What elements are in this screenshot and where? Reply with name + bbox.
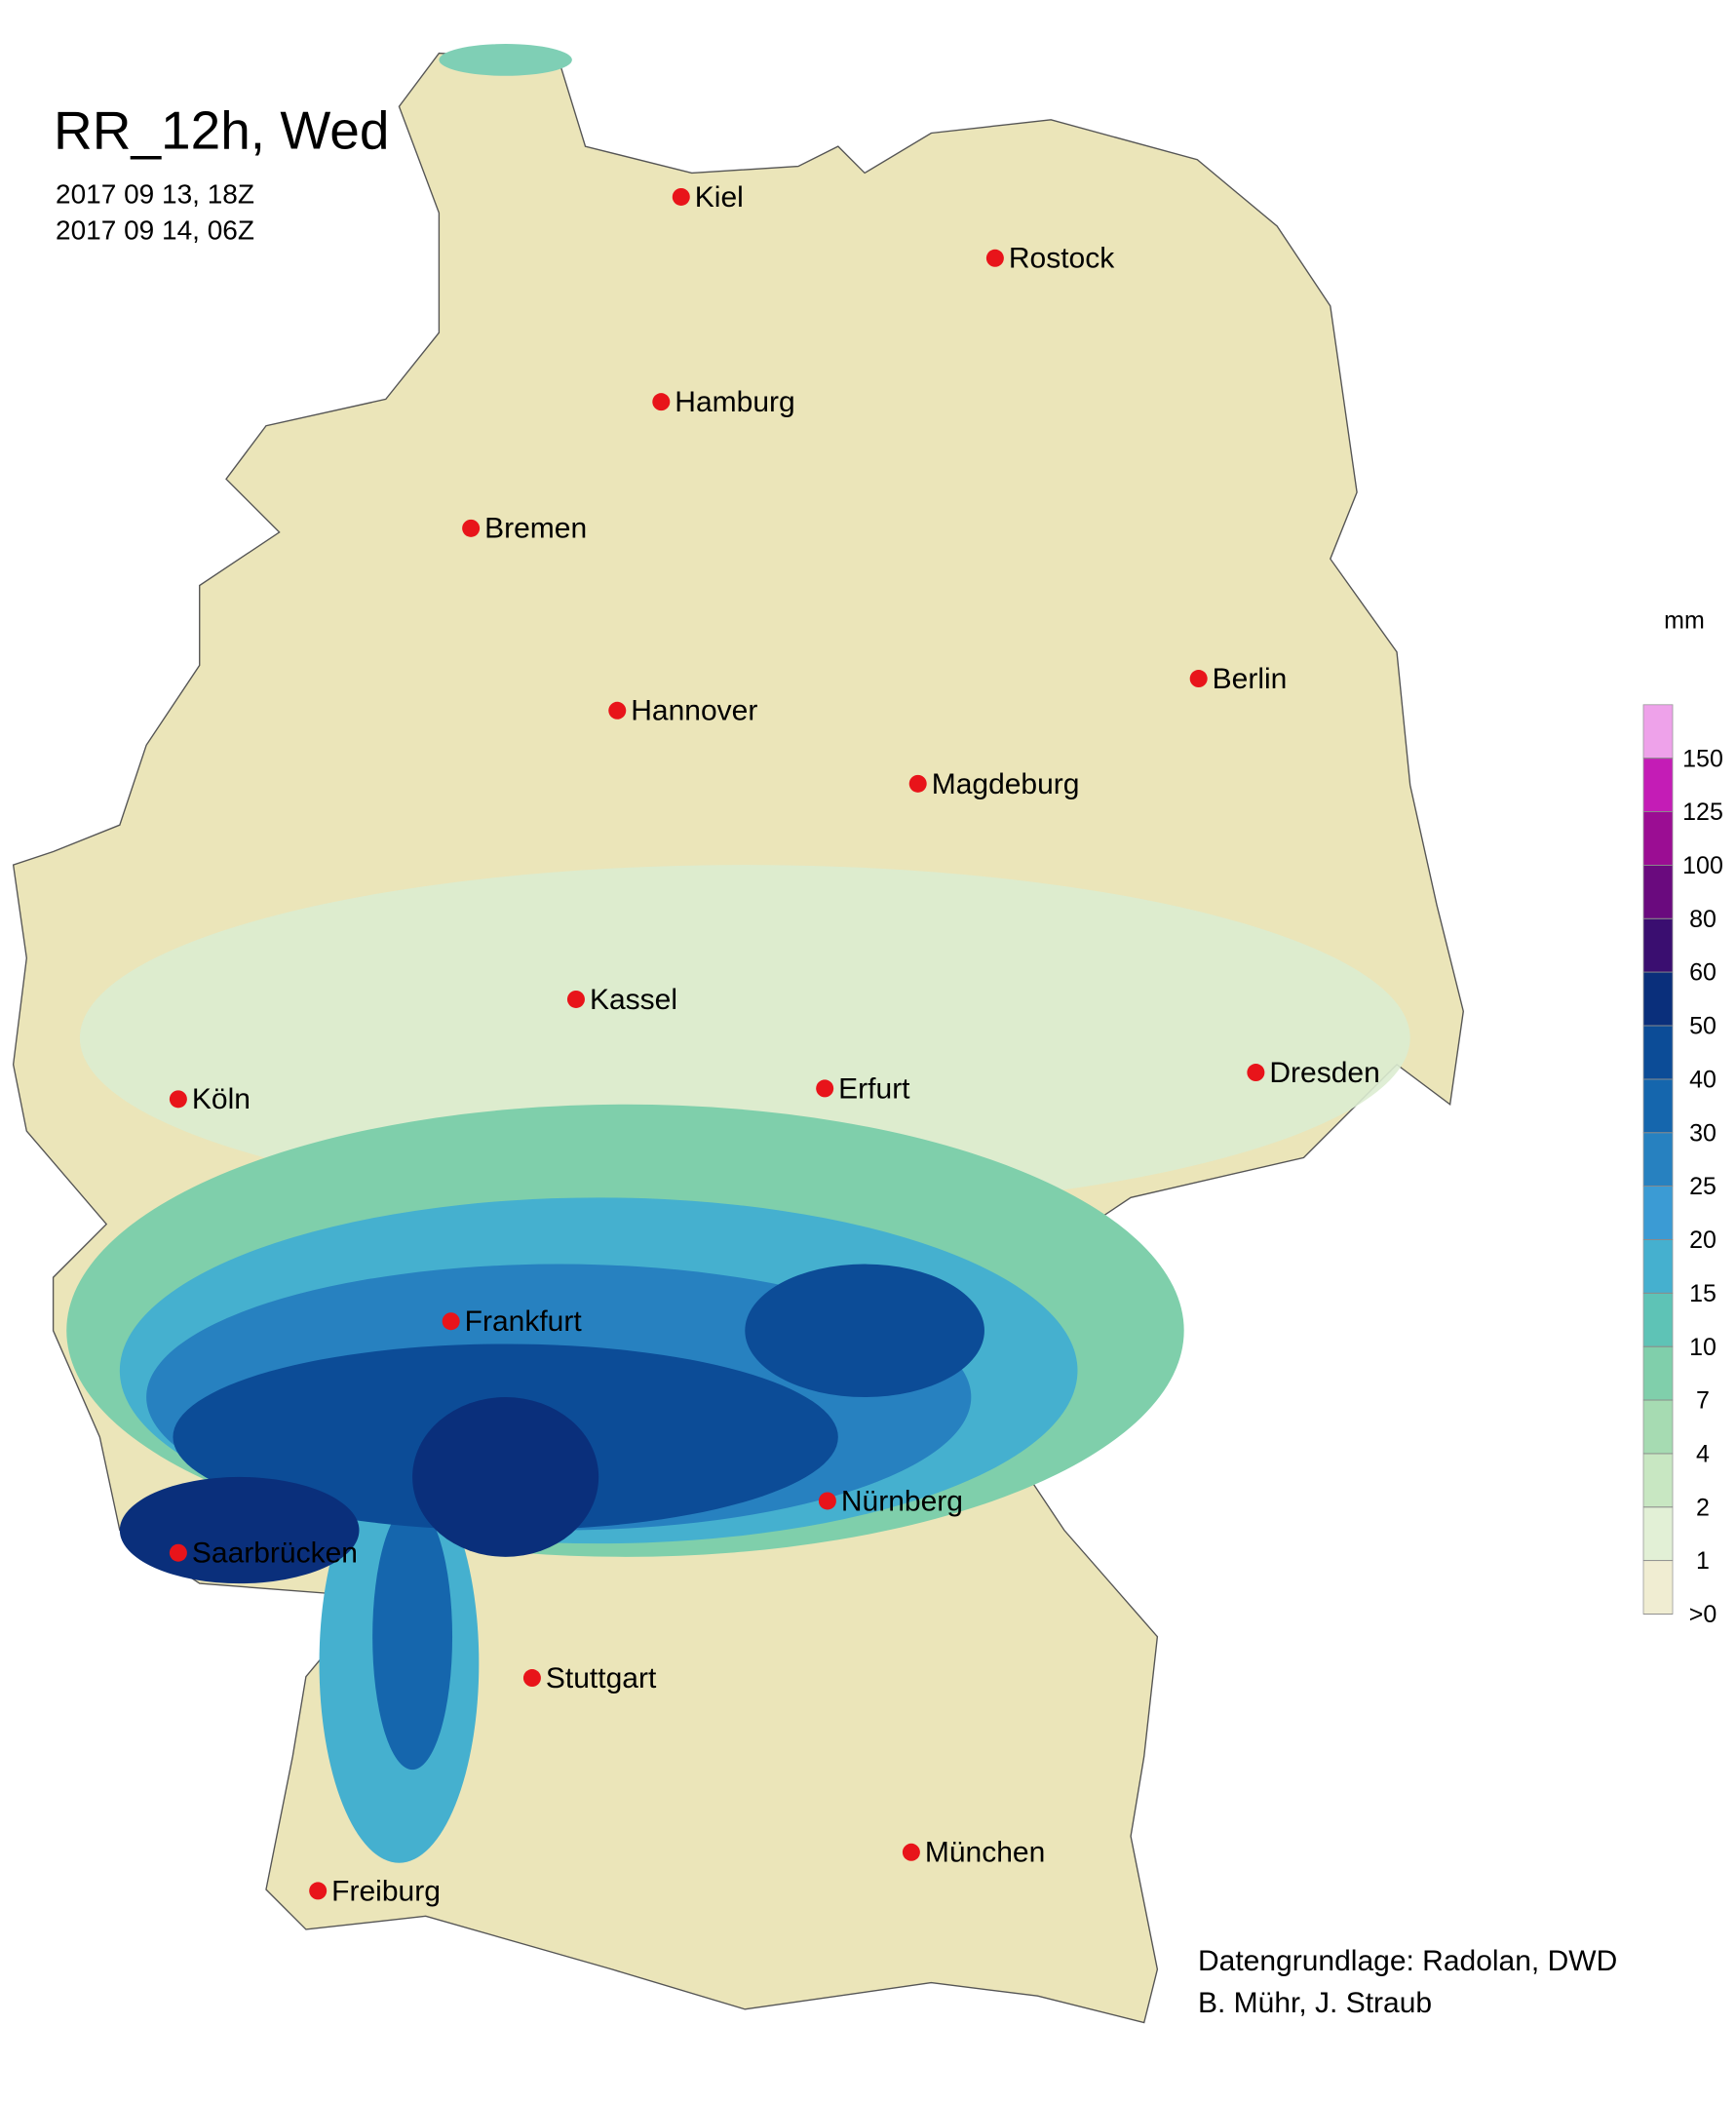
city-label: Kiel bbox=[695, 181, 744, 214]
city-label: Stuttgart bbox=[546, 1662, 657, 1694]
legend-label: 60 bbox=[1689, 959, 1717, 987]
legend-swatch bbox=[1642, 1239, 1674, 1294]
city-marker bbox=[985, 249, 1004, 267]
precip-area bbox=[66, 44, 1410, 1863]
city-marker bbox=[902, 1843, 920, 1861]
legend-label: 25 bbox=[1689, 1173, 1717, 1200]
legend-swatch bbox=[1642, 811, 1674, 866]
city-label: Nürnberg bbox=[841, 1485, 963, 1517]
legend-label: 15 bbox=[1689, 1280, 1717, 1307]
city-label: Hannover bbox=[631, 695, 757, 727]
legend-label: 20 bbox=[1689, 1227, 1717, 1254]
city-marker bbox=[608, 701, 627, 720]
legend-label: 30 bbox=[1689, 1119, 1717, 1147]
legend-unit: mm bbox=[1664, 607, 1705, 635]
legend-swatch bbox=[1642, 1292, 1674, 1347]
legend-swatch bbox=[1642, 1078, 1674, 1134]
city-marker bbox=[442, 1312, 460, 1331]
city-marker bbox=[566, 990, 585, 1008]
city-marker bbox=[1247, 1064, 1265, 1082]
legend-swatch bbox=[1642, 1345, 1674, 1401]
legend-label: 40 bbox=[1689, 1066, 1717, 1093]
city-marker bbox=[672, 187, 690, 206]
city-marker bbox=[816, 1079, 834, 1098]
legend-label: 125 bbox=[1682, 798, 1723, 826]
credit: B. Mühr, J. Straub bbox=[1198, 1987, 1432, 2019]
city-marker bbox=[818, 1492, 836, 1510]
city-label: Kassel bbox=[590, 984, 677, 1016]
city-label: Dresden bbox=[1269, 1057, 1379, 1089]
city-label: Frankfurt bbox=[465, 1305, 583, 1338]
city-label: Magdeburg bbox=[932, 768, 1080, 800]
city-marker bbox=[462, 519, 481, 537]
city-marker bbox=[652, 393, 671, 411]
legend-swatch bbox=[1642, 704, 1674, 759]
city-label: Köln bbox=[192, 1083, 251, 1115]
legend-label: 2 bbox=[1696, 1494, 1710, 1521]
city-label: Bremen bbox=[484, 513, 587, 545]
legend-swatch bbox=[1642, 1186, 1674, 1240]
legend-swatch bbox=[1642, 971, 1674, 1027]
credit: Datengrundlage: Radolan, DWD bbox=[1198, 1945, 1617, 1977]
map-title: RR_12h, Wed bbox=[54, 100, 389, 161]
start-time: 2017 09 13, 18Z bbox=[56, 178, 254, 209]
legend-label: 7 bbox=[1696, 1387, 1710, 1415]
city-label: München bbox=[925, 1837, 1045, 1869]
legend-label: 4 bbox=[1696, 1441, 1710, 1468]
legend-label: 80 bbox=[1689, 906, 1717, 933]
city-label: Erfurt bbox=[838, 1072, 910, 1105]
legend-label: 100 bbox=[1682, 852, 1723, 879]
legend-swatch bbox=[1642, 1560, 1674, 1615]
legend-label: 150 bbox=[1682, 745, 1723, 772]
legend-swatch bbox=[1642, 758, 1674, 812]
city-marker bbox=[309, 1882, 328, 1900]
city-marker bbox=[169, 1090, 187, 1109]
legend-swatch bbox=[1642, 1399, 1674, 1455]
end-time: 2017 09 14, 06Z bbox=[56, 214, 254, 245]
city-marker bbox=[908, 774, 927, 793]
legend-swatch bbox=[1642, 917, 1674, 973]
city-label: Rostock bbox=[1009, 243, 1115, 275]
city-marker bbox=[522, 1669, 541, 1688]
legend-swatch bbox=[1642, 1453, 1674, 1508]
legend-swatch bbox=[1642, 1132, 1674, 1187]
city-label: Freiburg bbox=[331, 1875, 441, 1907]
legend-swatch bbox=[1642, 1506, 1674, 1562]
legend-label: 10 bbox=[1689, 1334, 1717, 1361]
legend-label: >0 bbox=[1689, 1601, 1717, 1628]
map-shapes bbox=[12, 44, 1464, 2024]
city-marker bbox=[169, 1543, 187, 1562]
legend-swatch bbox=[1642, 1025, 1674, 1080]
legend-swatch bbox=[1642, 864, 1674, 919]
legend-label: 50 bbox=[1689, 1013, 1717, 1040]
city-label: Hamburg bbox=[675, 386, 794, 418]
city-marker bbox=[1189, 670, 1208, 688]
city-label: Saarbrücken bbox=[192, 1538, 358, 1570]
city-label: Berlin bbox=[1213, 663, 1288, 695]
legend-label: 1 bbox=[1696, 1547, 1710, 1575]
